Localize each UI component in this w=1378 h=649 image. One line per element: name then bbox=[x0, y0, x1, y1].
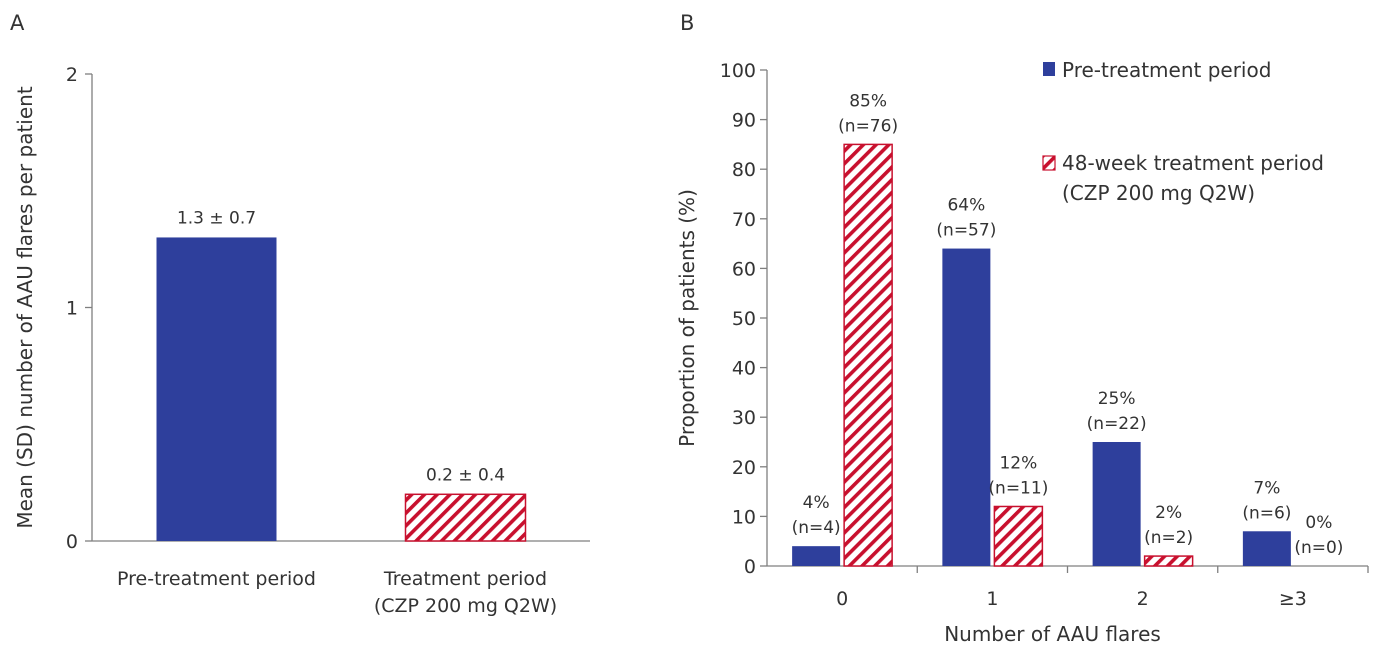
panel-b-bar-label: (n=57) bbox=[936, 221, 996, 241]
panel-b-bar-label: (n=6) bbox=[1242, 503, 1291, 523]
panel-a-category-label: (CZP 200 mg Q2W) bbox=[374, 595, 557, 617]
panel-b-x-tick-label: 0 bbox=[836, 588, 848, 610]
panel-b-bar bbox=[1143, 555, 1194, 567]
panel-b-x-tick-label: 1 bbox=[986, 588, 998, 610]
panel-b-bar-label: (n=2) bbox=[1144, 528, 1193, 548]
panel-a-bar-label: 0.2 ± 0.4 bbox=[426, 465, 505, 485]
panel-b-bar-label: 2% bbox=[1155, 503, 1182, 523]
legend-swatch-treatment bbox=[1042, 155, 1056, 171]
legend-label-pre-treatment: Pre-treatment period bbox=[1062, 58, 1271, 82]
panel-a-y-tick-label: 1 bbox=[66, 298, 78, 320]
panel-b-bar bbox=[942, 248, 991, 566]
panel-b-bar bbox=[993, 505, 1044, 567]
panel-b-bar bbox=[1092, 442, 1141, 566]
panel-b-bar bbox=[792, 546, 841, 566]
panel-b-bar-label: 85% bbox=[849, 91, 887, 111]
panel-b-y-tick-label: 80 bbox=[732, 159, 756, 181]
legend-swatch-pre-treatment bbox=[1043, 62, 1055, 76]
panel-b-bar-label: (n=0) bbox=[1294, 538, 1343, 558]
panel-b-y-tick-label: 0 bbox=[744, 556, 756, 578]
panel-b-y-tick-label: 100 bbox=[720, 60, 756, 82]
panel-a-category-label: Treatment period bbox=[383, 568, 547, 590]
panel-b-letter: B bbox=[680, 11, 694, 35]
panel-b-bar bbox=[1242, 531, 1291, 566]
panel-b-y-tick-label: 40 bbox=[732, 358, 756, 380]
panel-b-bar-label: (n=11) bbox=[988, 478, 1048, 498]
panel-a-letter: A bbox=[10, 11, 25, 35]
panel-b-bar-label: (n=76) bbox=[838, 116, 898, 136]
panel-a-category-label: Pre-treatment period bbox=[117, 568, 316, 590]
panel-b-y-tick-label: 70 bbox=[732, 209, 756, 231]
panel-a-y-tick-label: 2 bbox=[66, 64, 78, 86]
panel-b-x-tick-label: 2 bbox=[1137, 588, 1149, 610]
legend-label-treatment-line2: (CZP 200 mg Q2W) bbox=[1062, 181, 1255, 205]
panel-a-y-axis-title: Mean (SD) number of AAU flares per patie… bbox=[13, 86, 37, 529]
panel-b-bar-label: 12% bbox=[999, 453, 1037, 473]
panel-b-y-tick-label: 90 bbox=[732, 110, 756, 132]
panel-b-x-axis-title: Number of AAU flares bbox=[944, 622, 1161, 646]
panel-b-y-tick-label: 50 bbox=[732, 308, 756, 330]
panel-b-y-tick-label: 20 bbox=[732, 457, 756, 479]
panel-a-bar-label: 1.3 ± 0.7 bbox=[177, 208, 256, 228]
panel-b-bar bbox=[843, 143, 893, 567]
panel-b-x-tick-label: ≥3 bbox=[1279, 588, 1307, 610]
panel-a-bar bbox=[404, 493, 527, 542]
panel-a-bar bbox=[156, 237, 277, 541]
panel-b-bar-label: (n=4) bbox=[792, 518, 841, 538]
panel-b-y-tick-label: 30 bbox=[732, 407, 756, 429]
panel-b-bar-label: 4% bbox=[803, 493, 830, 513]
panel-b-y-tick-label: 60 bbox=[732, 258, 756, 280]
panel-a-chart: A 0 1 2 Mean (SD) number of AAU flares per p… bbox=[10, 11, 590, 617]
panel-b-bar-label: (n=22) bbox=[1087, 414, 1147, 434]
panel-b-y-axis-title: Proportion of patients (%) bbox=[675, 189, 699, 447]
legend-label-treatment: 48-week treatment period bbox=[1062, 151, 1324, 175]
panel-b-bar-label: 25% bbox=[1098, 389, 1136, 409]
panel-b-bar-label: 7% bbox=[1253, 478, 1280, 498]
panel-b-y-tick-label: 10 bbox=[732, 506, 756, 528]
panel-b-bar-label: 0% bbox=[1305, 513, 1332, 533]
panel-a-y-tick-label: 0 bbox=[66, 531, 78, 553]
panel-b-bar-label: 64% bbox=[947, 196, 985, 216]
